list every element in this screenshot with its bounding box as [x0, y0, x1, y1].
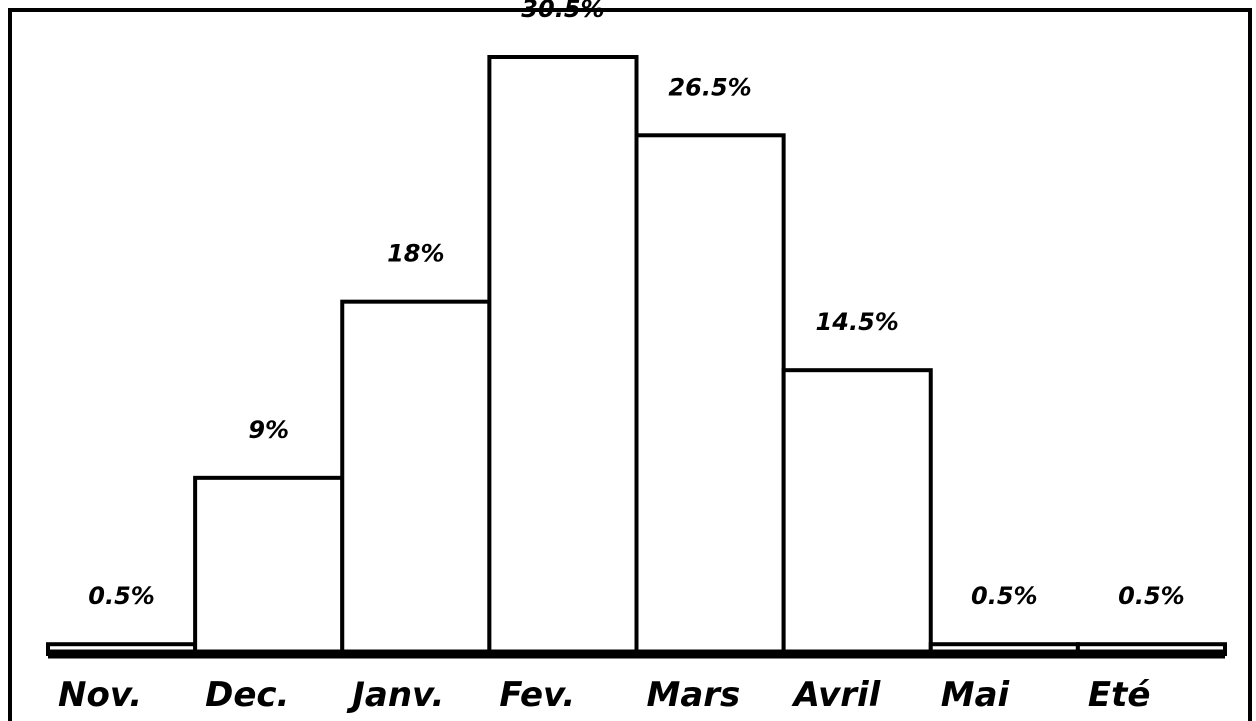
value-label: 30.5%	[521, 0, 604, 23]
bar	[781, 368, 933, 656]
bar	[928, 642, 1080, 657]
value-label: 0.5%	[1118, 582, 1185, 610]
value-label: 0.5%	[88, 582, 155, 610]
bar	[1075, 642, 1227, 657]
frame	[8, 8, 1252, 721]
value-label: 9%	[248, 416, 289, 444]
bar	[634, 133, 786, 656]
x-tick-label: Fev.	[499, 675, 575, 715]
value-label: 14.5%	[816, 308, 899, 336]
bar	[46, 642, 198, 657]
bar	[193, 475, 345, 656]
bar	[487, 55, 639, 656]
value-label: 26.5%	[668, 73, 751, 101]
bar	[340, 299, 492, 656]
value-label: 18%	[387, 240, 444, 268]
x-tick-label: Mai	[941, 675, 1011, 715]
x-tick-label: Nov.	[58, 675, 142, 715]
value-label: 0.5%	[971, 582, 1038, 610]
x-tick-label: Eté	[1088, 675, 1151, 715]
x-tick-label: Mars	[647, 675, 741, 715]
x-tick-label: Dec.	[205, 675, 289, 715]
x-tick-label: Janv.	[346, 675, 444, 715]
x-tick-label: Avril	[791, 675, 882, 715]
